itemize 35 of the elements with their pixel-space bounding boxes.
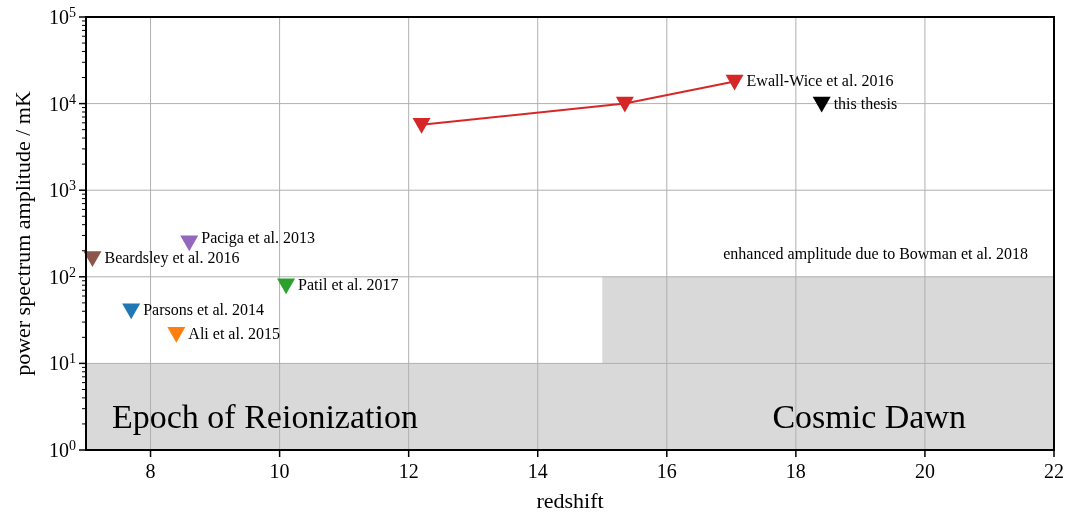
series-label: Ali et al. 2015 <box>188 324 280 342</box>
y-tick-label: 10$^{2}$ <box>49 264 76 288</box>
point <box>615 96 634 113</box>
x-tick-label: 14 <box>527 460 548 482</box>
y-tick-label: 10$^{1}$ <box>49 350 76 375</box>
x-tick-label: 22 <box>1044 460 1064 482</box>
annotation: Cosmic Dawn <box>772 398 966 435</box>
x-tick-label: 18 <box>785 460 806 482</box>
x-tick-label: 20 <box>914 460 935 482</box>
point <box>725 74 744 91</box>
series-label: Ewall-Wice et al. 2016 <box>746 72 894 90</box>
y-tick-label: 10$^{5}$ <box>49 4 76 28</box>
annotation: enhanced amplitude due to Bowman et al. 2018 <box>723 245 1028 264</box>
x-tick-label: 8 <box>145 460 156 482</box>
series-label: this thesis <box>833 94 898 112</box>
x-tick-label: 16 <box>656 460 677 482</box>
y-axis-title: power spectrum amplitude / mK <box>10 91 35 376</box>
point <box>412 117 431 134</box>
point <box>122 303 141 320</box>
y-tick-label: 10$^{0}$ <box>49 437 76 461</box>
point <box>180 235 199 252</box>
point <box>812 96 831 113</box>
y-tick-label: 10$^{3}$ <box>49 177 76 202</box>
point <box>83 251 102 267</box>
series-label: Parsons et al. 2014 <box>143 301 265 319</box>
series-label: Patil et al. 2017 <box>298 276 399 294</box>
point <box>277 278 296 295</box>
x-axis-title: redshift <box>536 488 604 513</box>
x-tick-label: 12 <box>398 460 419 482</box>
point <box>167 327 186 343</box>
y-tick-label: 10$^{4}$ <box>49 91 76 115</box>
series-label: Beardsley et al. 2016 <box>104 248 240 267</box>
series-label: Paciga et al. 2013 <box>201 229 315 248</box>
x-tick-label: 10 <box>269 460 290 482</box>
annotation: Epoch of Reionization <box>112 398 418 435</box>
